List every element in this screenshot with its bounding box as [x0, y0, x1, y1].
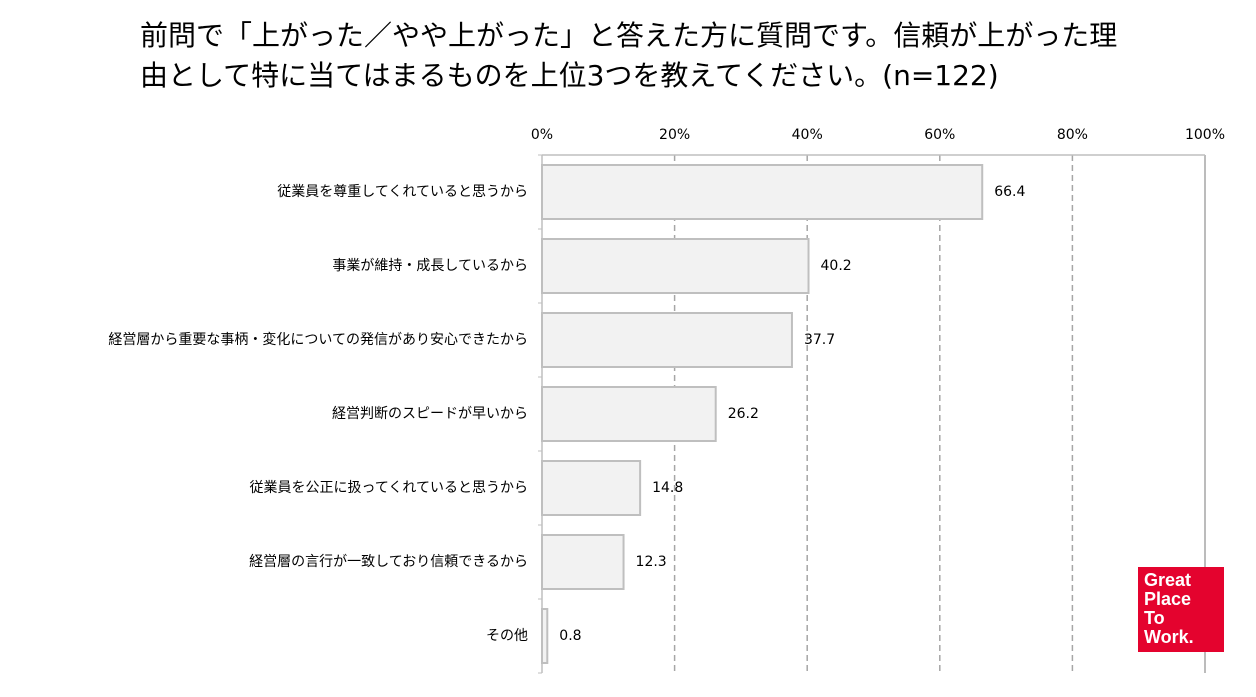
y-tick-label: その他: [486, 628, 528, 644]
y-tick-label: 事業が維持・成長しているから: [332, 258, 528, 274]
logo-line: Work.: [1144, 627, 1194, 647]
x-tick-label: 40%: [792, 127, 823, 143]
logo-line: Place: [1144, 589, 1192, 609]
chart-title: 前問で「上がった／やや上がった」と答えた方に質問です。信頼が上がった理由として特…: [140, 19, 1118, 92]
x-tick-label: 60%: [924, 127, 955, 143]
bar: [541, 238, 810, 294]
value-label: 26.2: [728, 406, 759, 422]
value-label: 66.4: [994, 184, 1025, 200]
y-tick-label: 経営判断のスピードが早いから: [332, 406, 528, 422]
bar: [541, 164, 984, 220]
value-label: 40.2: [821, 258, 852, 274]
bar: [541, 312, 793, 368]
bar: [541, 386, 717, 442]
value-label: 0.8: [559, 628, 581, 644]
value-label: 37.7: [804, 332, 835, 348]
y-tick-label: 経営層の言行が一致しており信頼できるから: [249, 554, 528, 570]
logo-line: To: [1144, 608, 1165, 628]
bar: [541, 608, 549, 664]
x-tick-label: 80%: [1057, 127, 1088, 143]
logo-line: Great: [1144, 570, 1192, 590]
bar: [541, 460, 642, 516]
y-tick-label: 経営層から重要な事柄・変化についての発信があり安心できたから: [108, 331, 528, 348]
logo: Great Place To Work.: [1138, 567, 1224, 652]
y-tick-label: 従業員を公正に扱ってくれていると思うから: [250, 480, 528, 496]
bar: [541, 534, 625, 590]
x-tick-label: 100%: [1185, 127, 1225, 143]
value-label: 14.8: [652, 480, 683, 496]
value-label: 12.3: [636, 554, 667, 570]
x-tick-label: 0%: [531, 127, 553, 143]
y-tick-label: 従業員を尊重してくれていると思うから: [277, 183, 528, 200]
x-tick-label: 20%: [659, 127, 690, 143]
